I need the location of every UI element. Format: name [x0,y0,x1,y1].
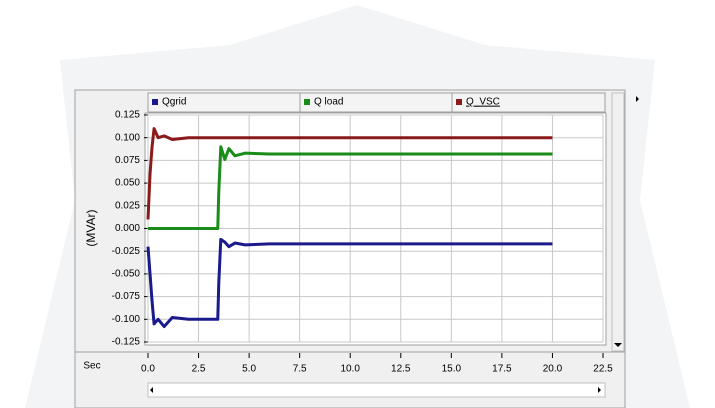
y-tick-label: -0.075 [112,291,141,302]
x-tick-label: 2.5 [192,364,206,375]
y-tick-label: -0.125 [112,337,141,348]
y-tick-label: -0.100 [112,314,141,325]
x-tick-label: 17.5 [492,364,512,375]
legend-bar [147,92,606,113]
x-tick-label: 20.0 [543,364,563,375]
y-tick-label: -0.050 [112,269,141,280]
y-tick-label: 0.100 [115,132,140,143]
x-tick-label: 22.5 [593,364,613,375]
series-line [148,145,553,230]
scroll-left[interactable] [150,387,153,393]
legend-label: Q_VSC [466,97,500,108]
x-tick-label: 7.5 [293,364,307,375]
y-tick-label: 0.000 [115,223,140,234]
scroll-down[interactable] [614,343,622,347]
legend-swatch [152,99,158,105]
legend-swatch [456,99,462,105]
legend-label: Qgrid [162,97,186,108]
x-tick-label: 0.0 [141,364,155,375]
y-tick-label: -0.025 [112,246,141,257]
scrollbar[interactable] [147,382,606,398]
x-axis-label: Sec [83,361,100,372]
legend-label: Q load [314,97,343,108]
v-scrollbar[interactable] [611,92,625,352]
x-tick-label: 5.0 [242,364,256,375]
y-tick-label: 0.125 [115,110,140,121]
series-line [146,127,553,220]
menu-arrow[interactable] [636,96,639,102]
x-tick-label: 15.0 [442,364,462,375]
legend-swatch [304,99,310,105]
scroll-right[interactable] [598,387,601,393]
y-tick-label: 0.025 [115,200,140,211]
series-line [146,237,553,329]
y-tick-label: 0.050 [115,178,140,189]
y-axis-label: (MVAr) [84,209,98,246]
x-tick-label: 12.5 [391,364,411,375]
y-tick-label: 0.075 [115,155,140,166]
x-tick-label: 10.0 [340,364,360,375]
